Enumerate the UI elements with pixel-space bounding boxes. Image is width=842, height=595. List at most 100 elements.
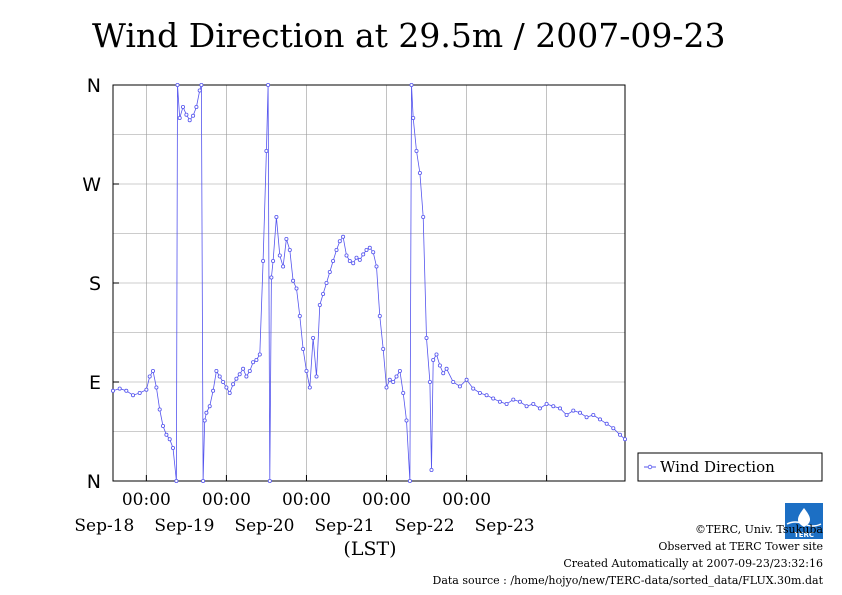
data-point <box>571 408 576 413</box>
data-point <box>170 445 175 450</box>
data-point <box>434 352 439 357</box>
data-point <box>307 385 312 390</box>
data-point <box>384 385 389 390</box>
data-point <box>264 148 269 153</box>
data-point <box>254 357 259 362</box>
data-point <box>154 385 159 390</box>
data-point <box>374 264 379 269</box>
x-date-label: Sep-23 <box>475 516 535 536</box>
data-point <box>231 382 236 387</box>
footer-copyright: ©TERC, Univ. Tsukuba <box>695 523 823 536</box>
data-point <box>471 386 476 391</box>
data-point <box>417 170 422 175</box>
data-point <box>584 415 589 420</box>
data-point <box>207 404 212 409</box>
data-point <box>457 384 462 389</box>
data-point <box>444 366 449 371</box>
data-point <box>431 357 436 362</box>
data-point <box>341 234 346 239</box>
data-point <box>618 432 623 437</box>
footer-observed: Observed at TERC Tower site <box>658 540 823 553</box>
data-point <box>531 401 536 406</box>
data-point <box>391 379 396 384</box>
data-point <box>387 377 392 382</box>
data-point <box>441 371 446 376</box>
data-point <box>234 376 239 381</box>
data-point <box>623 437 628 442</box>
y-tick-label: S <box>89 273 101 295</box>
data-point <box>564 412 569 417</box>
y-tick-label: E <box>89 372 101 394</box>
data-point <box>269 275 274 280</box>
data-point <box>167 437 172 442</box>
data-point <box>301 346 306 351</box>
y-tick-label: N <box>87 75 101 97</box>
data-point <box>331 258 336 263</box>
data-point <box>284 236 289 241</box>
data-point <box>321 291 326 296</box>
data-point <box>175 83 180 88</box>
data-point <box>241 366 246 371</box>
data-point <box>281 264 286 269</box>
data-point <box>537 406 542 411</box>
data-point <box>201 478 206 483</box>
data-point <box>194 105 199 110</box>
y-axis: N E S W N <box>82 75 119 493</box>
data-point <box>202 418 207 423</box>
data-point <box>247 368 252 373</box>
terc-logo: TERC <box>785 503 823 539</box>
data-point <box>294 286 299 291</box>
data-point <box>404 418 409 423</box>
data-point <box>381 346 386 351</box>
data-point <box>497 399 502 404</box>
footer-source: Data source : /home/hojyo/new/TERC-data/… <box>433 574 824 587</box>
data-point <box>504 401 509 406</box>
data-point <box>174 478 179 483</box>
data-point <box>227 390 232 395</box>
data-point <box>377 313 382 318</box>
data-point <box>511 397 516 402</box>
series-line <box>112 84 626 482</box>
data-point <box>357 257 362 262</box>
data-point <box>117 386 122 391</box>
logo-text: TERC <box>794 531 814 539</box>
data-point <box>578 410 583 415</box>
data-point <box>147 374 152 379</box>
grid <box>113 85 625 481</box>
data-point <box>437 363 442 368</box>
data-point <box>197 88 202 93</box>
data-point <box>364 247 369 252</box>
x-date-label: Sep-21 <box>315 516 375 536</box>
data-point <box>314 374 319 379</box>
data-point <box>257 352 262 357</box>
legend-box <box>637 452 823 482</box>
legend-label-wind-direction: Wind Direction <box>660 458 775 476</box>
data-point <box>244 374 249 379</box>
data-point <box>266 83 271 88</box>
x-tick-label: 00:00 <box>362 490 411 510</box>
data-point <box>421 214 426 219</box>
data-point <box>180 105 185 110</box>
x-date-label: Sep-18 <box>74 516 134 536</box>
data-point <box>598 417 603 422</box>
data-point <box>237 372 242 377</box>
data-point <box>429 467 434 472</box>
data-point <box>277 253 282 258</box>
x-date-label: Sep-19 <box>154 516 214 536</box>
data-point <box>371 250 376 255</box>
data-point <box>217 374 222 379</box>
data-point <box>451 379 456 384</box>
data-point <box>591 412 596 417</box>
data-point <box>287 247 292 252</box>
data-point <box>157 407 162 412</box>
data-point <box>137 390 142 395</box>
series-wind-direction <box>111 83 628 483</box>
data-point <box>144 387 149 392</box>
data-point <box>204 410 209 415</box>
x-tick-label: 00:00 <box>282 490 331 510</box>
data-point <box>544 401 549 406</box>
x-axis: 00:00 00:00 00:00 00:00 00:00 Sep-18 Sep-19 Sep… <box>74 475 548 536</box>
data-point <box>524 404 529 409</box>
data-point <box>261 258 266 263</box>
footer: ©TERC, Univ. Tsukuba Observed at TERC To… <box>433 523 824 587</box>
